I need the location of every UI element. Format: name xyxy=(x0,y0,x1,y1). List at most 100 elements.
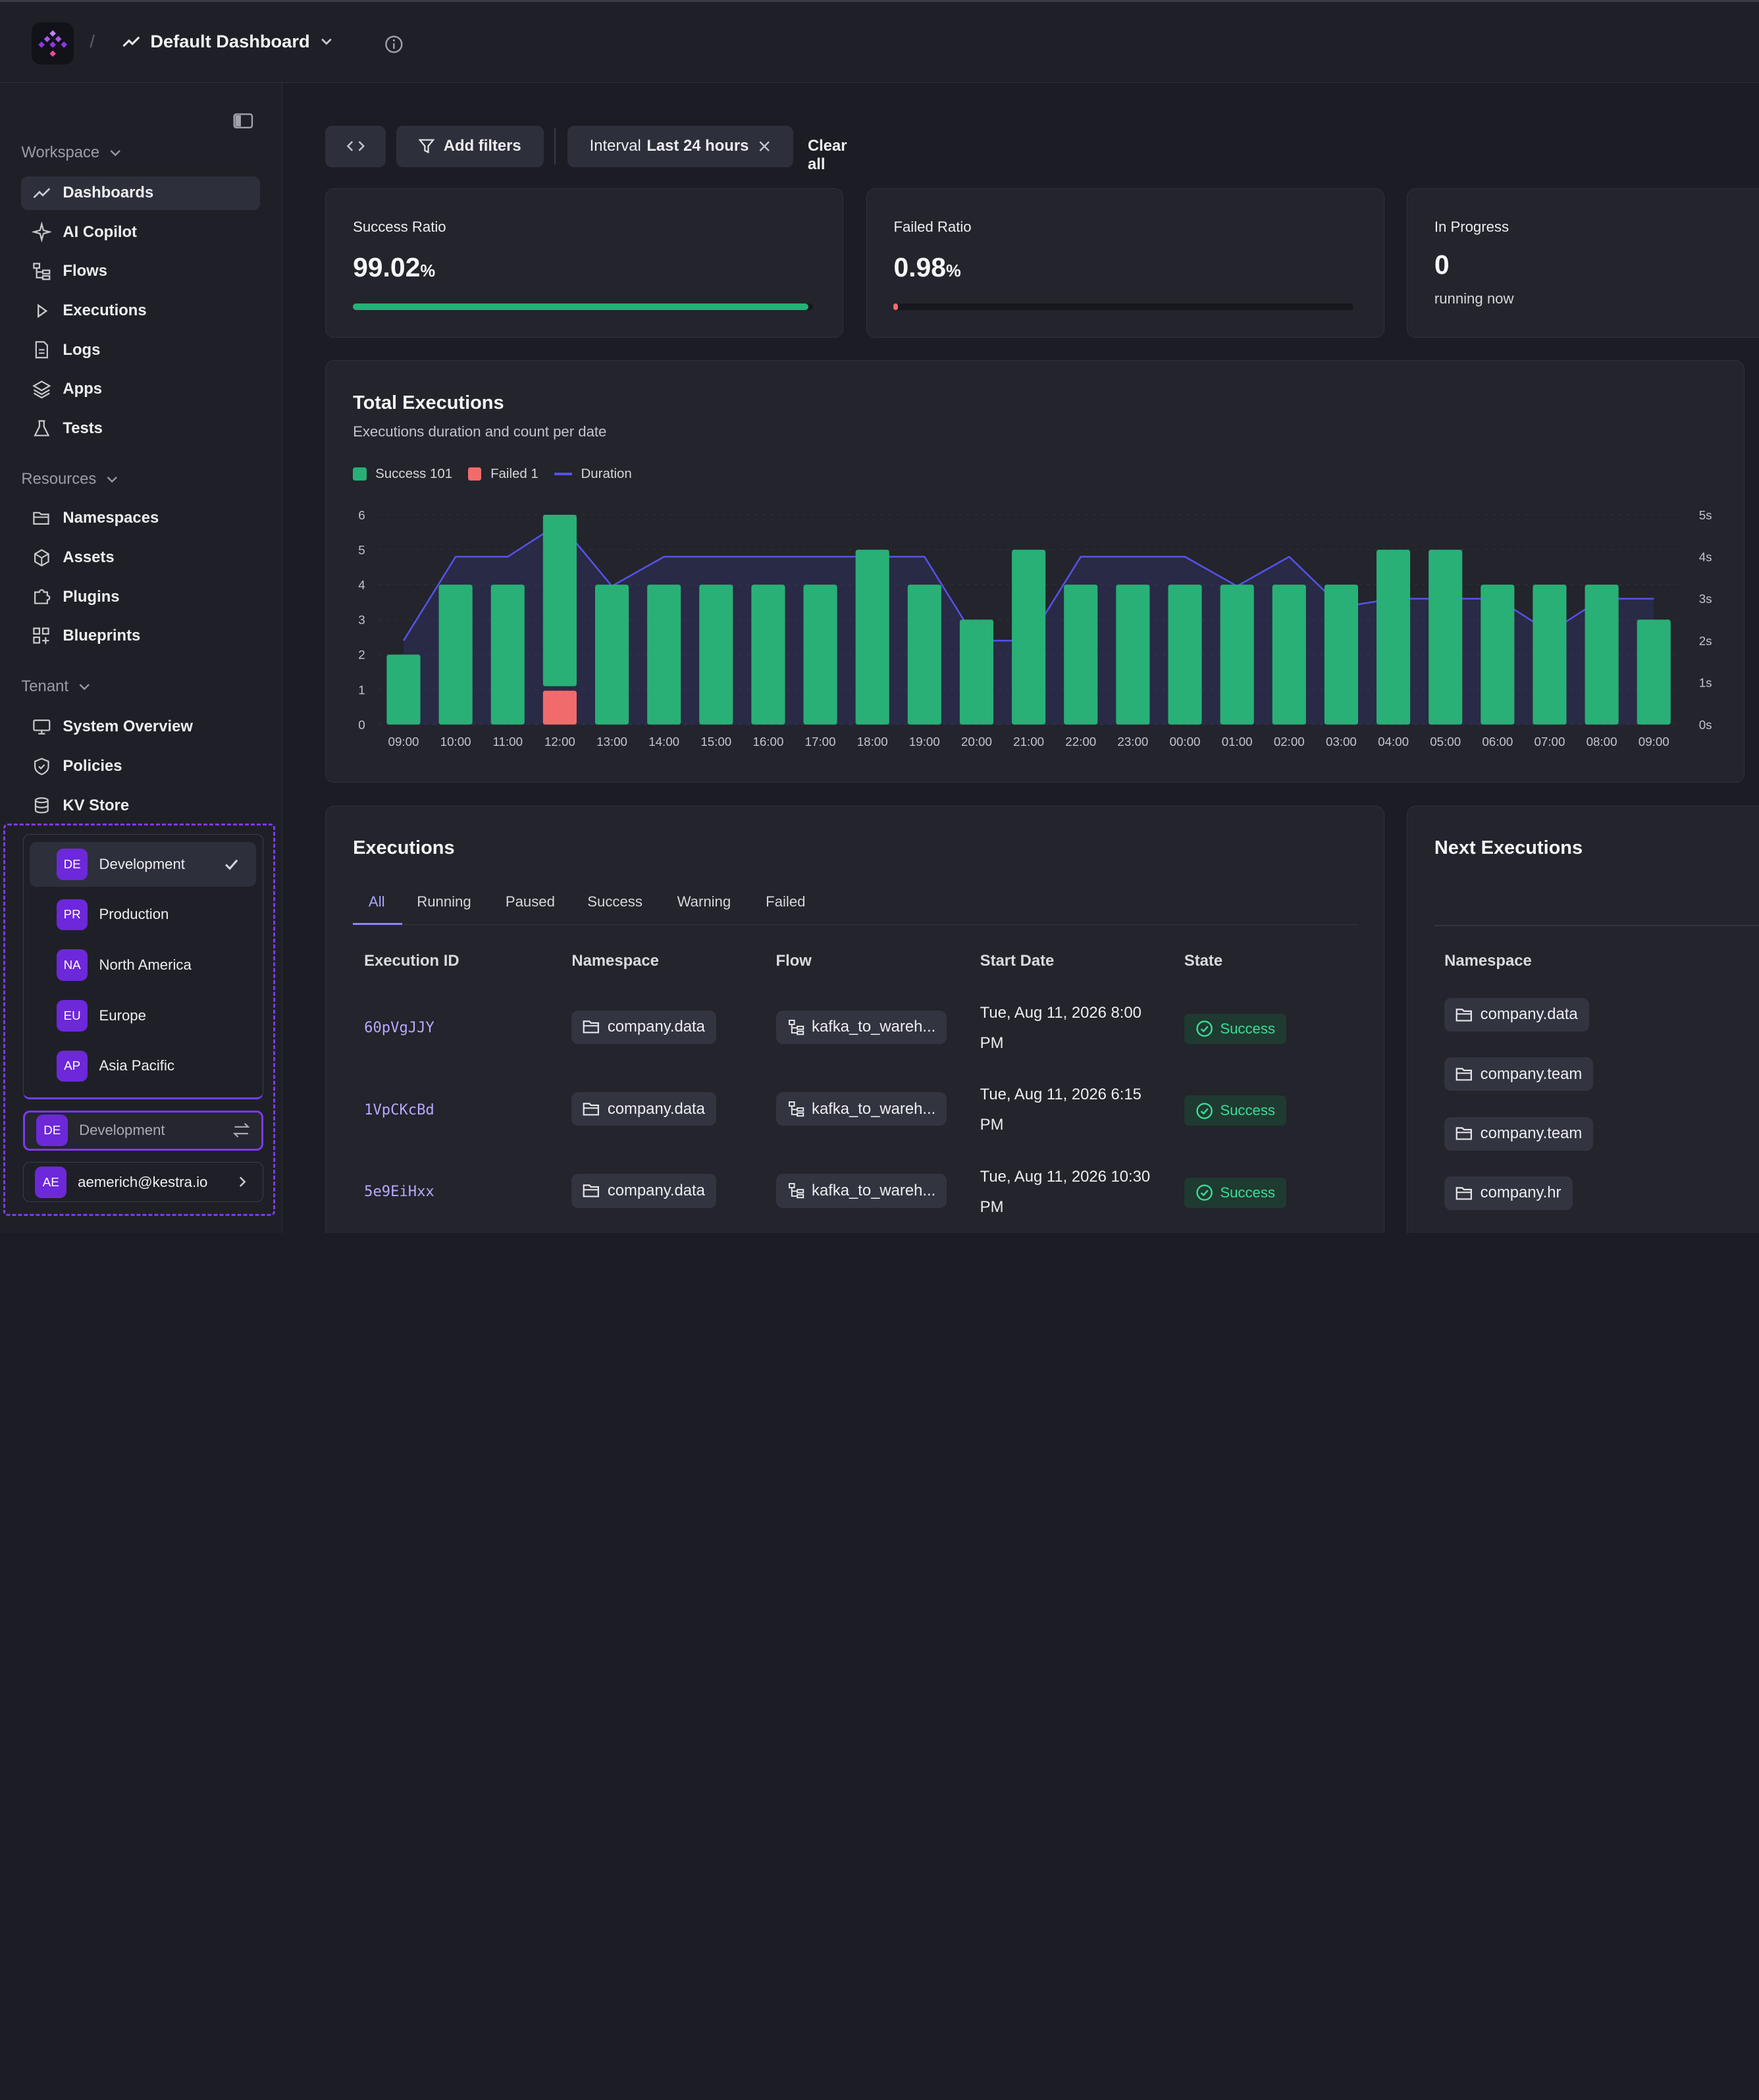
close-icon[interactable] xyxy=(758,140,771,153)
bar-success xyxy=(438,584,473,725)
execution-id-link[interactable]: 60pVgJJY xyxy=(364,1019,434,1037)
tenant-switcher-button[interactable]: DE Development xyxy=(23,1110,264,1151)
progress-bar xyxy=(353,303,813,311)
tab-running[interactable]: Running xyxy=(417,893,471,910)
clear-all-button[interactable]: Clear all xyxy=(807,136,847,173)
shield-check-icon xyxy=(34,757,49,775)
namespace-chip[interactable]: company.team xyxy=(1444,1116,1594,1151)
namespace-label: company.team xyxy=(1480,1064,1583,1083)
next-executions-title: Next Executions xyxy=(1434,837,1583,859)
sidebar-item-kv-store[interactable]: KV Store xyxy=(21,789,260,822)
dashboard-selector[interactable]: Default Dashboard xyxy=(121,31,334,52)
top-bar: / Default Dashboard xyxy=(0,0,1759,84)
sidebar-item-flows[interactable]: Flows xyxy=(21,255,260,288)
legend-item-duration[interactable]: Duration xyxy=(554,466,632,482)
monitor-icon xyxy=(33,719,51,735)
sparkles-icon xyxy=(31,222,52,243)
divider xyxy=(1434,925,1759,926)
legend-item-success[interactable]: Success 101 xyxy=(353,466,452,482)
column-header-start-date[interactable]: Start Date xyxy=(980,952,1055,970)
tenant-switcher-popup: DE Development PR Production NA North Am… xyxy=(3,823,275,1217)
sidebar-item-system-overview[interactable]: System Overview xyxy=(21,710,260,744)
sidebar-item-label: KV Store xyxy=(63,796,130,814)
x-axis-tick-label: 11:00 xyxy=(493,735,523,748)
bar-success xyxy=(1325,584,1359,725)
execution-id-link[interactable]: 5e9EiHxx xyxy=(364,1183,434,1201)
flow-tree-icon xyxy=(788,1101,804,1117)
namespace-chip[interactable]: company.data xyxy=(571,1092,716,1126)
sidebar-item-namespaces[interactable]: Namespaces xyxy=(21,502,260,535)
namespace-chip[interactable]: company.data xyxy=(1444,997,1589,1032)
bar-success xyxy=(855,549,889,725)
bar-success xyxy=(699,584,733,725)
interval-filter-chip[interactable]: Interval Last 24 hours xyxy=(567,125,793,167)
sidebar-item-assets[interactable]: Assets xyxy=(21,540,260,574)
namespace-chip[interactable]: company.data xyxy=(571,1174,716,1208)
tenant-option-development[interactable]: DE Development xyxy=(29,841,257,887)
tenant-option-production[interactable]: PR Production xyxy=(30,892,256,937)
tenant-option-north-america[interactable]: NA North America xyxy=(30,943,256,987)
namespace-chip[interactable]: company.data xyxy=(571,1010,716,1044)
active-tab-indicator xyxy=(353,922,403,926)
sidebar-item-policies[interactable]: Policies xyxy=(21,749,260,783)
section-tenant-toggle[interactable]: Tenant xyxy=(21,677,91,696)
x-axis-tick-label: 12:00 xyxy=(544,735,575,748)
column-header-execution-id[interactable]: Execution ID xyxy=(364,952,459,970)
tab-all[interactable]: All xyxy=(368,893,385,910)
bar-success xyxy=(1585,584,1619,725)
section-workspace-toggle[interactable]: Workspace xyxy=(21,144,122,162)
tab-success[interactable]: Success xyxy=(587,893,643,910)
sidebar-item-ai-copilot[interactable]: AI Copilot xyxy=(21,215,260,249)
info-icon[interactable] xyxy=(384,34,404,55)
next-executions-card: Next Executions Namespace company.data c… xyxy=(1406,805,1759,1233)
sidebar-collapse-icon[interactable] xyxy=(233,112,253,130)
sidebar-item-executions[interactable]: Executions xyxy=(21,294,260,327)
start-date-line: PM xyxy=(980,1116,1004,1134)
flow-tree-icon xyxy=(33,263,51,280)
column-header-namespace[interactable]: Namespace xyxy=(1444,952,1532,970)
tenant-option-europe[interactable]: EU Europe xyxy=(30,993,256,1038)
bar-success xyxy=(490,584,525,725)
user-menu-button[interactable]: AE aemerich@kestra.io xyxy=(23,1162,264,1203)
sidebar-item-logs[interactable]: Logs xyxy=(21,333,260,367)
namespace-chip[interactable]: company.hr xyxy=(1444,1176,1573,1210)
flow-chip[interactable]: kafka_to_wareh... xyxy=(775,1010,947,1044)
sidebar-item-tests[interactable]: Tests xyxy=(21,411,260,445)
tenant-option-asia-pacific[interactable]: AP Asia Pacific xyxy=(30,1043,256,1088)
bar-success xyxy=(1168,584,1202,725)
avatar: AE xyxy=(35,1166,67,1198)
bar-success xyxy=(647,584,681,725)
section-resources-toggle[interactable]: Resources xyxy=(21,470,118,488)
sidebar-item-plugins[interactable]: Plugins xyxy=(21,580,260,614)
sidebar-item-apps[interactable]: Apps xyxy=(21,373,260,406)
x-axis-tick-label: 09:00 xyxy=(388,735,419,748)
column-header-namespace[interactable]: Namespace xyxy=(571,952,659,970)
flow-chip[interactable]: kafka_to_wareh... xyxy=(775,1174,947,1208)
namespace-chip[interactable]: company.team xyxy=(1444,1057,1594,1091)
legend-item-failed[interactable]: Failed 1 xyxy=(468,466,538,482)
column-header-state[interactable]: State xyxy=(1184,952,1223,970)
tab-warning[interactable]: Warning xyxy=(677,893,731,910)
start-date: Tue, Aug 11, 2026 8:00 PM xyxy=(980,998,1160,1059)
chevron-down-icon xyxy=(110,149,120,157)
kestra-logo[interactable] xyxy=(31,22,74,65)
column-header-flow[interactable]: Flow xyxy=(775,952,812,970)
add-filters-button[interactable]: Add filters xyxy=(396,125,544,167)
blueprint-icon xyxy=(33,627,49,644)
start-date-line: Tue, Aug 11, 2026 6:15 xyxy=(980,1086,1142,1104)
x-axis-tick-label: 01:00 xyxy=(1222,735,1253,748)
sidebar-item-dashboards[interactable]: Dashboards xyxy=(21,176,261,210)
x-axis-tick-label: 08:00 xyxy=(1587,735,1617,748)
progress-fill xyxy=(353,303,808,311)
y-axis-tick-label: 5 xyxy=(358,542,365,556)
y-axis-tick-label: 0 xyxy=(358,718,365,731)
tab-paused[interactable]: Paused xyxy=(505,893,555,910)
flow-chip[interactable]: kafka_to_wareh... xyxy=(775,1092,947,1126)
execution-id-link[interactable]: 1VpCKcBd xyxy=(364,1101,434,1118)
code-toggle-button[interactable] xyxy=(325,125,386,167)
tab-failed[interactable]: Failed xyxy=(766,893,806,910)
sidebar-item-blueprints[interactable]: Blueprints xyxy=(21,619,260,653)
file-text-icon xyxy=(35,341,48,359)
interval-value: Last 24 hours xyxy=(646,137,749,155)
y-axis-right-tick-label: 0s xyxy=(1699,718,1712,731)
